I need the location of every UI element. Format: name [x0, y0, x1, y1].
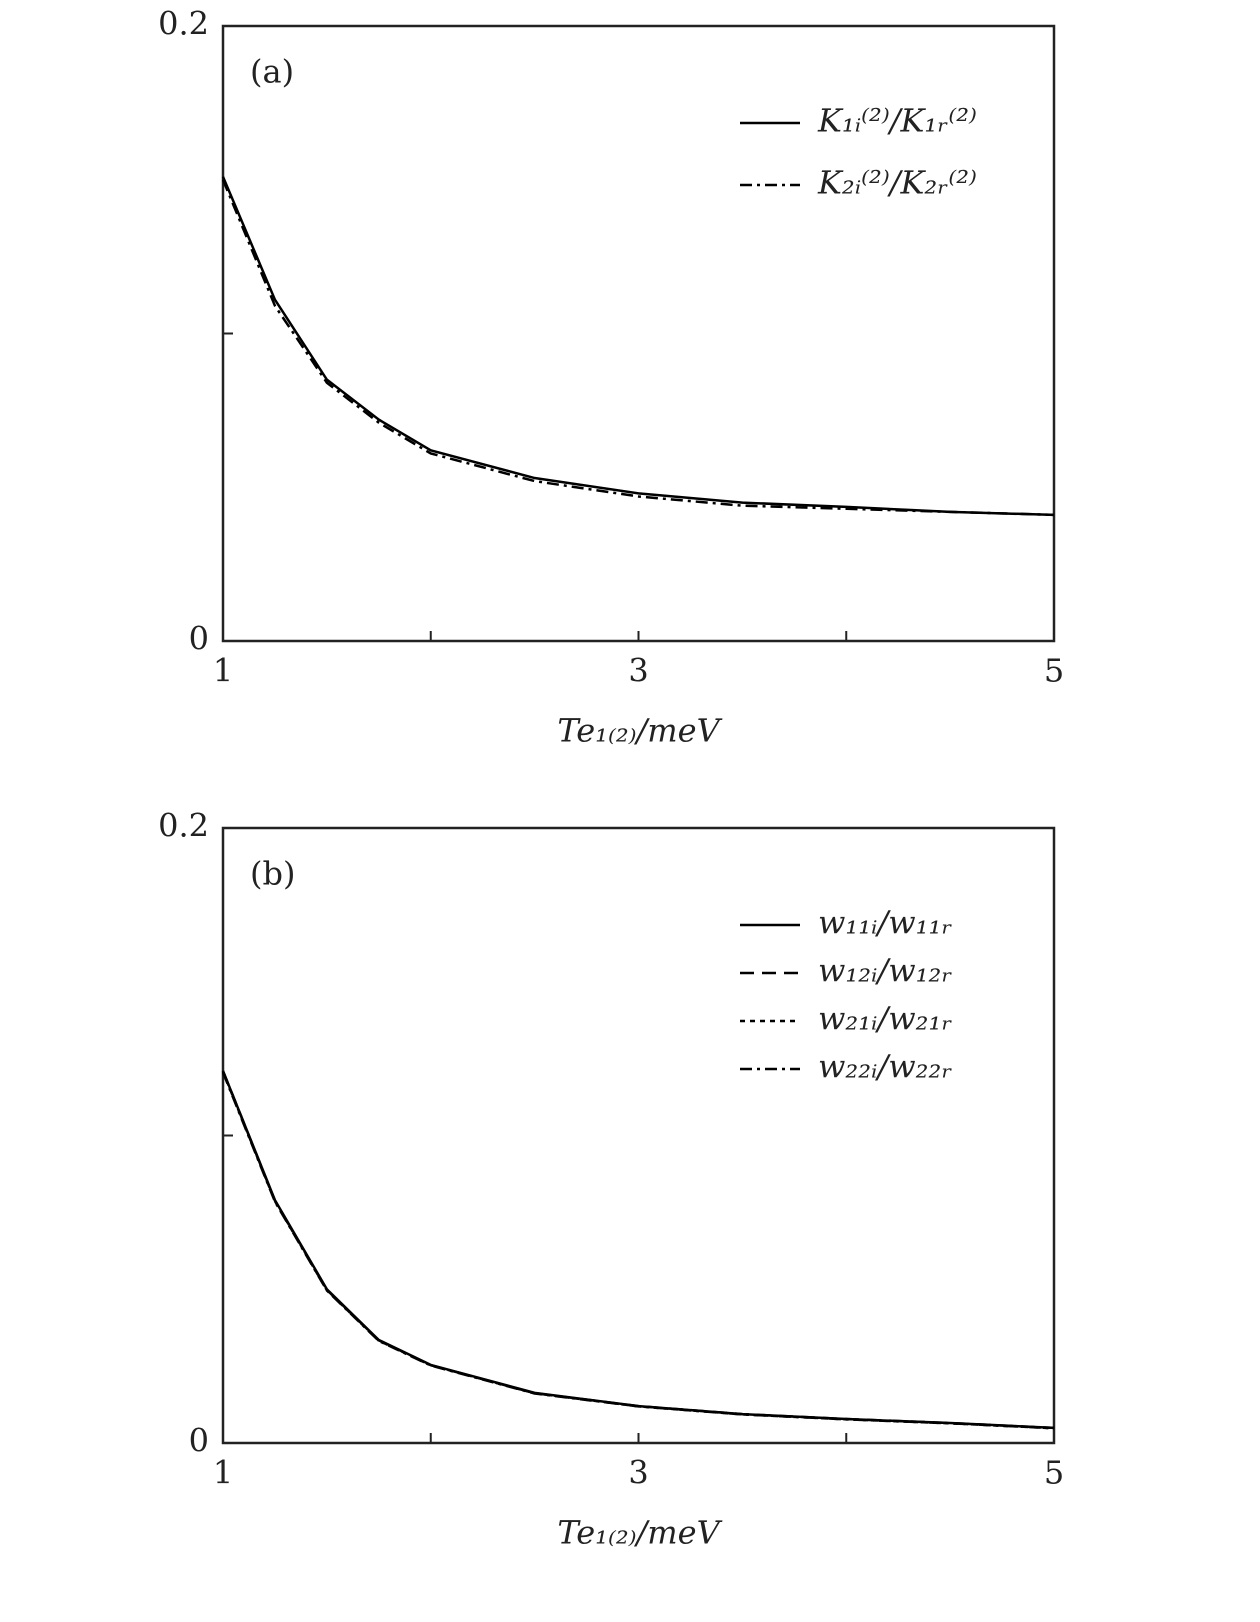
x-axis-label: Te₁₍₂₎/meV [557, 712, 722, 750]
panel-label: (a) [250, 53, 294, 91]
legend-label: w₂₁ᵢ/w₂₁ᵣ [818, 1000, 952, 1038]
legend-label: K₂ᵢ⁽²⁾/K₂ᵣ⁽²⁾ [817, 164, 977, 202]
legend-label: w₁₁ᵢ/w₁₁ᵣ [818, 904, 952, 942]
x-axis-label: Te₁₍₂₎/meV [557, 1514, 722, 1552]
data-line [221, 1071, 1055, 1430]
legend-label: w₂₂ᵢ/w₂₂ᵣ [818, 1048, 952, 1086]
x-tick-label: 1 [213, 652, 233, 690]
x-tick-label: 1 [213, 1454, 233, 1492]
y-tick-label: 0 [189, 1422, 209, 1460]
x-tick-label: 5 [1044, 1454, 1064, 1492]
legend-label: K₁ᵢ⁽²⁾/K₁ᵣ⁽²⁾ [817, 102, 977, 140]
x-tick-label: 3 [628, 1454, 648, 1492]
data-line [221, 1071, 1055, 1430]
data-line [221, 176, 1055, 517]
data-line [221, 1070, 1055, 1430]
data-line [221, 1070, 1055, 1430]
y-tick-label: 0.2 [158, 5, 209, 43]
legend-label: w₁₂ᵢ/w₁₂ᵣ [818, 952, 952, 990]
x-tick-label: 3 [628, 652, 648, 690]
y-tick-label: 0 [189, 620, 209, 658]
x-tick-label: 5 [1044, 652, 1064, 690]
data-line [221, 179, 1055, 517]
panel-label: (b) [250, 855, 295, 893]
y-tick-label: 0.2 [158, 807, 209, 845]
